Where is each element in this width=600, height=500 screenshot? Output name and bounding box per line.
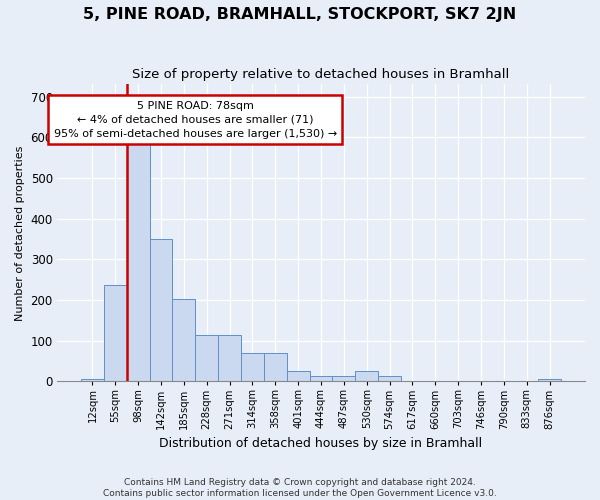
Bar xyxy=(332,376,355,382)
Bar xyxy=(287,371,310,382)
Bar xyxy=(355,371,378,382)
Bar xyxy=(172,299,195,382)
Bar xyxy=(538,380,561,382)
Bar xyxy=(218,334,241,382)
Text: 5 PINE ROAD: 78sqm
← 4% of detached houses are smaller (71)
95% of semi-detached: 5 PINE ROAD: 78sqm ← 4% of detached hous… xyxy=(53,100,337,138)
Bar xyxy=(127,144,149,382)
Bar xyxy=(81,378,104,382)
Bar xyxy=(378,376,401,382)
Text: Contains HM Land Registry data © Crown copyright and database right 2024.
Contai: Contains HM Land Registry data © Crown c… xyxy=(103,478,497,498)
Bar xyxy=(149,239,172,382)
Bar xyxy=(264,353,287,382)
Y-axis label: Number of detached properties: Number of detached properties xyxy=(15,145,25,320)
Bar xyxy=(195,334,218,382)
Bar xyxy=(310,376,332,382)
Title: Size of property relative to detached houses in Bramhall: Size of property relative to detached ho… xyxy=(133,68,509,80)
Bar xyxy=(104,285,127,382)
Bar xyxy=(241,353,264,382)
X-axis label: Distribution of detached houses by size in Bramhall: Distribution of detached houses by size … xyxy=(160,437,482,450)
Text: 5, PINE ROAD, BRAMHALL, STOCKPORT, SK7 2JN: 5, PINE ROAD, BRAMHALL, STOCKPORT, SK7 2… xyxy=(83,8,517,22)
